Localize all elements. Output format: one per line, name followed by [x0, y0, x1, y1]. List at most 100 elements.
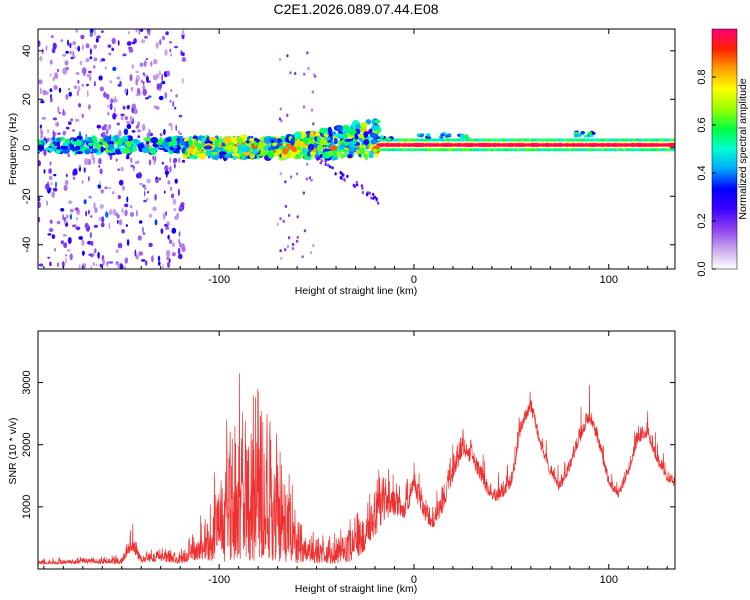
spectrogram-cell: [312, 243, 315, 248]
spectrogram-cell: [57, 68, 59, 73]
spectrogram-cell: [140, 79, 143, 84]
spectrogram-cell: [323, 133, 327, 137]
spectrogram-cell: [223, 136, 232, 145]
spectrogram-cell: [72, 41, 77, 46]
spectrogram-cell: [148, 242, 153, 248]
spectrogram-cell: [115, 148, 121, 155]
spectrogram-cell: [75, 71, 80, 76]
spectrogram-cell: [49, 88, 53, 93]
spectrogram-cell: [108, 52, 112, 56]
spectrogram-cell: [355, 123, 361, 130]
spectrogram-cell: [342, 149, 349, 153]
spectrogram-cell: [164, 49, 168, 56]
spectrogram-cell: [124, 88, 128, 94]
spectrogram-cell: [386, 137, 392, 142]
spectrogram-cell: [167, 180, 171, 185]
spectrogram-cell: [305, 177, 308, 181]
spectrogram-cell: [108, 140, 115, 146]
spectrogram-cell: [126, 123, 132, 130]
spectrogram-cell: [193, 139, 199, 147]
spectrogram-cell: [66, 214, 69, 219]
spectrogram-cell: [88, 70, 92, 74]
spectrogram-cell: [93, 44, 98, 49]
spectrogram-cell: [137, 235, 142, 241]
spectrogram-cell: [336, 124, 343, 132]
spectrogram-cell: [65, 257, 67, 264]
spectrogram-cell: [360, 122, 368, 128]
spectrogram-cell: [294, 131, 302, 140]
spectrogram-cell: [426, 133, 431, 137]
spectrogram-cell: [214, 146, 220, 151]
spectrogram-cell: [86, 83, 89, 87]
spectrogram-cell: [116, 214, 120, 219]
spectrogram-cell: [181, 159, 186, 163]
spectrogram-cell: [236, 137, 244, 144]
snr-ylabel: SNR (10 * v/v): [7, 417, 19, 484]
spectrogram-cell: [279, 172, 282, 176]
spectrogram-cell: [284, 248, 287, 252]
spectrogram-cell: [117, 195, 121, 200]
spectrogram-cell: [100, 58, 102, 63]
spectrogram-cell: [158, 88, 162, 91]
spectrogram-cell: [69, 253, 73, 261]
spectrogram-cell: [126, 135, 133, 142]
spectrogram-cell: [132, 168, 135, 172]
spectrogram-cell: [53, 173, 57, 177]
spectrogram-cell: [91, 153, 94, 161]
spectrogram-cell: [95, 37, 99, 43]
spectrogram-cell: [92, 65, 96, 69]
spectrogram-cell: [81, 239, 85, 246]
spectrogram-cell: [363, 131, 369, 139]
spectrogram-cell: [670, 143, 675, 147]
spectrogram-cell: [352, 183, 355, 187]
spectrogram-cell: [123, 143, 128, 148]
spectrogram-cell: [355, 180, 358, 185]
spectrogram-cell: [72, 176, 76, 180]
spectrogram-cell: [319, 127, 328, 134]
spectrogram-cell: [105, 125, 110, 131]
spectrogram-cell: [81, 263, 87, 269]
spectrogram-cell: [82, 139, 88, 143]
spectrogram-cell: [135, 210, 138, 217]
spectrogram-ytick-label: 40: [21, 45, 33, 57]
spectrogram-cell: [62, 130, 67, 136]
spectrogram-cell: [117, 168, 120, 172]
spectrogram-cell: [98, 157, 102, 165]
spectrogram-cell: [310, 108, 314, 112]
spectrogram-cell: [178, 253, 183, 260]
spectrogram-cell: [214, 138, 219, 147]
spectrogram-cell: [155, 178, 159, 183]
spectrogram-cell: [372, 196, 375, 200]
spectrogram-cell: [88, 176, 90, 182]
spectrogram-cell: [152, 206, 157, 212]
spectrogram-cell: [72, 137, 78, 142]
spectrogram-cell: [96, 35, 101, 39]
spectrogram-cell: [100, 222, 105, 228]
spectrogram-cell: [280, 256, 283, 260]
spectrogram-cell: [60, 208, 65, 212]
spectrogram-cell: [100, 133, 103, 137]
spectrogram-cell: [310, 178, 313, 182]
spectrogram-cell: [75, 151, 84, 155]
spectrogram-cell: [170, 53, 173, 57]
spectrogram-cell: [38, 197, 41, 202]
snr-panel: -100 0 100 1000 2000 3000 Height of straight…: [7, 330, 676, 595]
spectrogram-cell: [115, 249, 119, 254]
spectrogram-cell: [175, 124, 177, 132]
spectrogram-cell: [309, 251, 313, 255]
spectrogram-x-axis: -100 0 100: [43, 29, 668, 286]
spectrogram-cell: [76, 90, 79, 97]
spectrogram-cell: [174, 163, 176, 169]
spectrogram-cell: [71, 129, 76, 132]
spectrogram-cell: [165, 226, 170, 230]
spectrogram-cell: [124, 203, 129, 208]
spectrogram-cell: [50, 35, 54, 39]
spectrogram-cell: [147, 30, 151, 36]
spectrogram-cell: [170, 137, 177, 144]
spectrogram-cell: [56, 141, 61, 147]
spectrogram-cell: [74, 207, 79, 211]
spectrogram-cell: [38, 160, 41, 167]
spectrogram-cell: [337, 140, 342, 146]
spectrogram-cell: [573, 134, 579, 138]
spectrogram-cell: [306, 162, 309, 166]
